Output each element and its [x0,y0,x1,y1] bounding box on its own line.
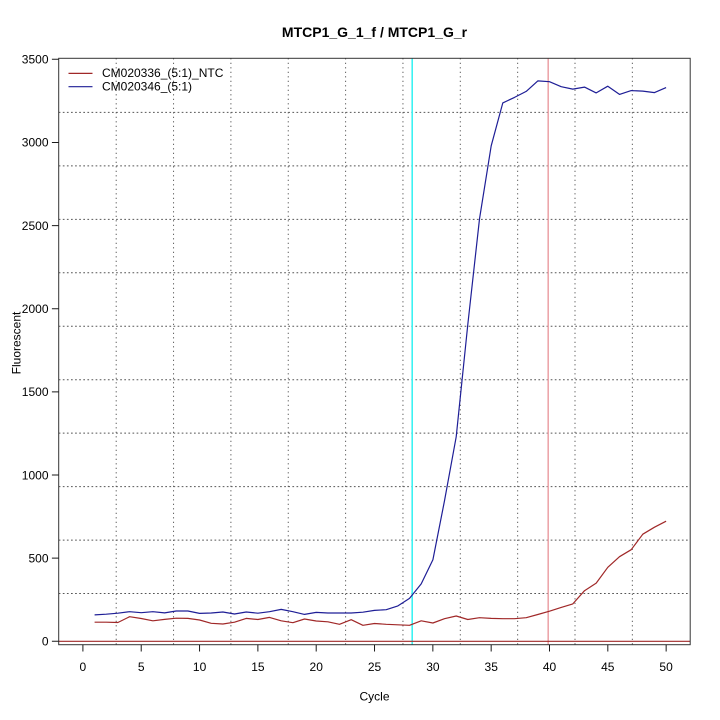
svg-text:Fluorescent: Fluorescent [10,311,24,374]
svg-text:2000: 2000 [22,302,49,316]
svg-text:0: 0 [80,660,87,674]
svg-text:15: 15 [251,660,265,674]
svg-text:1500: 1500 [22,385,49,399]
svg-text:2500: 2500 [22,219,49,233]
svg-text:30: 30 [426,660,440,674]
svg-text:50: 50 [659,660,673,674]
svg-text:500: 500 [28,552,48,566]
svg-text:CM020346_(5:1): CM020346_(5:1) [102,80,192,94]
svg-text:MTCP1_G_1_f / MTCP1_G_r: MTCP1_G_1_f / MTCP1_G_r [282,24,468,40]
svg-text:CM020336_(5:1)_NTC: CM020336_(5:1)_NTC [102,66,224,80]
svg-text:35: 35 [485,660,499,674]
svg-text:40: 40 [543,660,557,674]
svg-text:45: 45 [601,660,615,674]
svg-text:Cycle: Cycle [359,690,389,704]
svg-text:0: 0 [42,635,49,649]
svg-text:10: 10 [193,660,207,674]
svg-text:5: 5 [138,660,145,674]
svg-text:3000: 3000 [22,136,49,150]
svg-text:3500: 3500 [22,53,49,67]
svg-text:1000: 1000 [22,468,49,482]
svg-text:20: 20 [310,660,324,674]
svg-text:25: 25 [368,660,382,674]
